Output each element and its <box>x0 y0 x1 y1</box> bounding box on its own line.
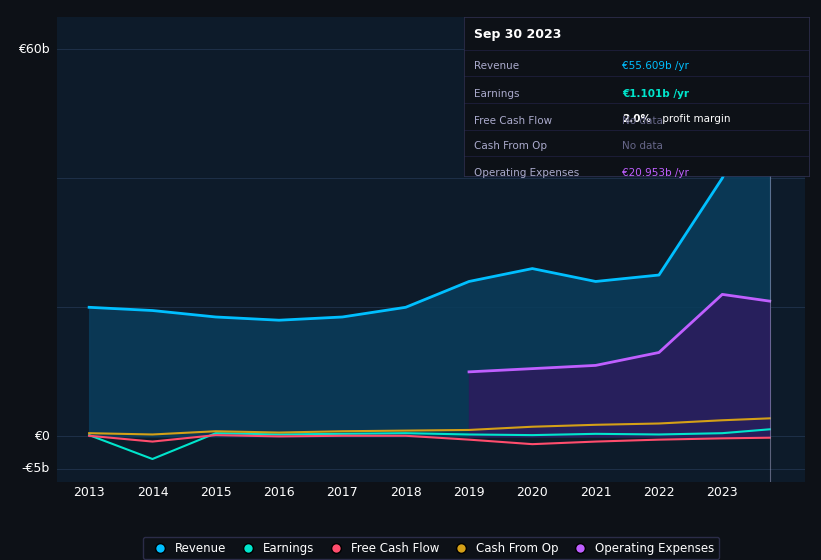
Text: €1.101b /yr: €1.101b /yr <box>622 88 690 99</box>
Text: Earnings: Earnings <box>475 88 520 99</box>
Text: Free Cash Flow: Free Cash Flow <box>475 116 553 126</box>
Text: €55.609b /yr: €55.609b /yr <box>622 62 690 72</box>
Text: No data: No data <box>622 116 663 126</box>
Text: Revenue: Revenue <box>475 62 520 72</box>
Text: €60b: €60b <box>18 43 50 55</box>
Text: Operating Expenses: Operating Expenses <box>475 169 580 179</box>
Text: No data: No data <box>622 141 663 151</box>
Text: Sep 30 2023: Sep 30 2023 <box>475 28 562 41</box>
Text: €20.953b /yr: €20.953b /yr <box>622 169 690 179</box>
Text: profit margin: profit margin <box>658 114 730 124</box>
Text: Cash From Op: Cash From Op <box>475 141 548 151</box>
Legend: Revenue, Earnings, Free Cash Flow, Cash From Op, Operating Expenses: Revenue, Earnings, Free Cash Flow, Cash … <box>143 537 719 559</box>
Text: -€5b: -€5b <box>21 462 50 475</box>
Text: €0: €0 <box>34 430 50 443</box>
Text: 2.0%: 2.0% <box>622 114 652 124</box>
